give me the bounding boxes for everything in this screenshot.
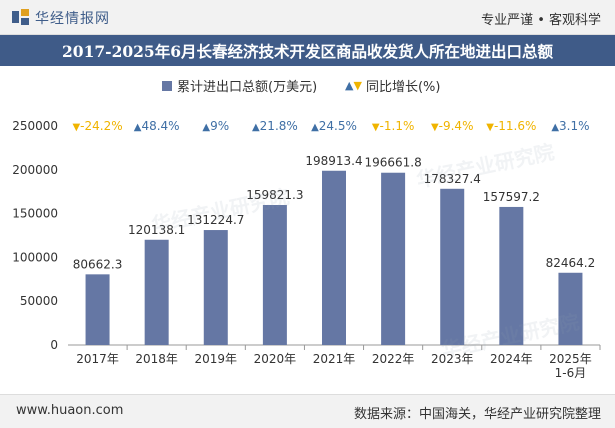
bar-value-label: 178327.4 [424, 172, 481, 186]
y-tick-label: 200000 [12, 163, 58, 177]
bar [558, 272, 583, 345]
brand-name: 华经情报网 [35, 11, 110, 27]
chart-plot: 0 50000 100000 150000 200000 250000 80662.3 201… [12, 119, 601, 380]
y-tick-label: 250000 [12, 119, 58, 133]
bar-value-label: 131224.7 [187, 213, 244, 227]
x-tick-label: 2022年 [372, 352, 415, 366]
legend-up-triangle-icon: ▲ [345, 79, 354, 92]
bar [381, 172, 406, 345]
growth-label: ▲3.1% [551, 119, 589, 133]
chart-legend: 累计进出口总额(万美元) ▲ ▼ 同比增长(%) [0, 76, 615, 95]
bar-value-label: 159821.3 [246, 188, 303, 202]
legend-item-total: 累计进出口总额(万美元) [162, 76, 317, 95]
legend-label-growth: 同比增长(%) [365, 80, 441, 95]
bar [144, 239, 169, 345]
bar [262, 204, 287, 345]
bar [85, 274, 110, 345]
growth-label: ▲21.8% [252, 119, 298, 133]
y-tick-label: 100000 [12, 250, 58, 264]
slogan: 专业严谨 • 客观科学 [481, 13, 601, 28]
x-tick-label: 2025年 [549, 352, 592, 366]
growth-label: ▲24.5% [311, 119, 357, 133]
x-tick-label: 2024年 [490, 352, 533, 366]
bar-value-label: 196661.8 [364, 156, 421, 170]
growth-label: ▼-9.4% [431, 119, 474, 133]
legend-item-growth: ▲ ▼ 同比增长(%) [345, 76, 440, 95]
bar [203, 230, 228, 345]
x-tick-label: 2021年 [313, 352, 356, 366]
legend-swatch-bar [162, 80, 172, 91]
y-tick-label: 0 [50, 338, 58, 352]
footer-url: www.huaon.com [16, 403, 124, 418]
logo-icon [12, 9, 29, 25]
bar-value-label: 80662.3 [73, 257, 123, 271]
y-tick-label: 50000 [20, 294, 58, 308]
x-tick-label: 2018年 [135, 352, 178, 366]
bar-value-label: 82464.2 [546, 256, 596, 270]
growth-label: ▼-24.2% [72, 119, 122, 133]
legend-down-triangle-icon: ▼ [353, 79, 362, 92]
x-tick-label: 2019年 [195, 352, 238, 366]
growth-label: ▲9% [202, 119, 229, 133]
x-tick-label: 2017年 [76, 352, 119, 366]
growth-label: ▼-11.6% [486, 119, 536, 133]
bar-value-label: 120138.1 [128, 223, 185, 237]
bar-value-label: 198913.4 [305, 154, 362, 168]
growth-label: ▲48.4% [134, 119, 180, 133]
growth-label: ▼-1.1% [372, 119, 415, 133]
title-bar: 2017-2025年6月长春经济技术开发区商品收发货人所在地进出口总额 [0, 35, 615, 66]
legend-label-total: 累计进出口总额(万美元) [177, 80, 318, 95]
bar [440, 188, 465, 345]
x-tick-label: 1-6月 [555, 366, 587, 380]
x-tick-label: 2020年 [254, 352, 297, 366]
data-source: 数据来源：中国海关，华经产业研究院整理 [353, 407, 601, 422]
bar [499, 206, 524, 345]
chart-title: 2017-2025年6月长春经济技术开发区商品收发货人所在地进出口总额 [62, 42, 553, 61]
bar [322, 170, 346, 345]
bar-value-label: 157597.2 [483, 190, 540, 204]
y-tick-label: 150000 [12, 207, 58, 221]
x-tick-label: 2023年 [431, 352, 474, 366]
header-bar: 华经情报网 专业严谨 • 客观科学 [0, 0, 615, 35]
footer-bar: www.huaon.com 数据来源：中国海关，华经产业研究院整理 [0, 394, 615, 428]
